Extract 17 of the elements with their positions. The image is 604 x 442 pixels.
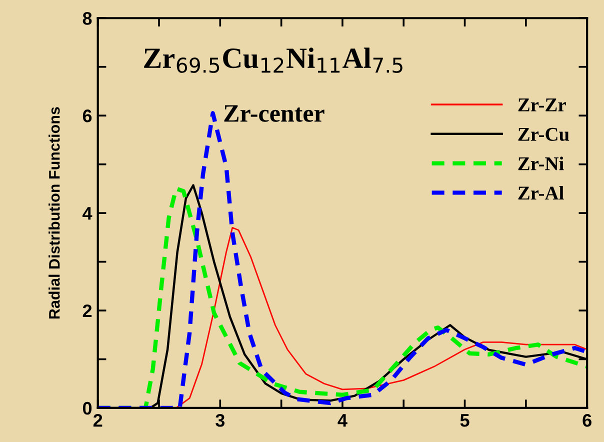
y-tick-label: 0 [82, 402, 92, 415]
y-tick-label: 6 [82, 110, 92, 122]
x-tick-label: 5 [460, 414, 470, 427]
legend-label: Zr-Al [518, 186, 564, 200]
legend-label: Zr-Cu [518, 128, 570, 141]
x-tick-label: 4 [338, 414, 348, 427]
x-tick-label: 2 [93, 414, 102, 427]
text: Zr$_{69.5}$Cu$_{12}$Ni$_{11}$Al$_{7.5}$ [144, 48, 402, 73]
y-axis-title: Radial Distribution Functions [48, 107, 60, 319]
y-tick-label: 2 [82, 304, 92, 318]
y-tick-label: 4 [82, 207, 92, 220]
text: Zr-center [224, 105, 324, 122]
x-tick-label: 3 [216, 414, 225, 427]
legend-label: Zr-Zr [518, 98, 566, 112]
legend-label: Zr-Ni [518, 156, 564, 170]
y-tick-label: 8 [82, 12, 92, 25]
x-tick-label: 6 [582, 414, 592, 427]
